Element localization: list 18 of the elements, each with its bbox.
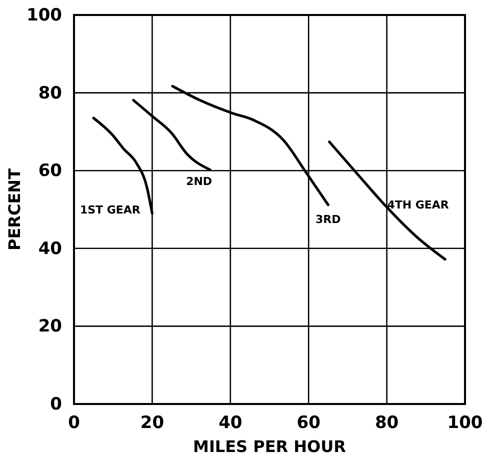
series-label: 1ST GEAR <box>80 203 141 216</box>
x-tick-label: 20 <box>140 413 164 434</box>
x-tick-label: 40 <box>218 413 242 434</box>
series-label: 2ND <box>186 174 212 188</box>
y-tick-label: 0 <box>50 394 62 414</box>
y-tick-label: 80 <box>38 83 62 104</box>
x-tick-label: 0 <box>68 413 80 434</box>
y-tick-label: 60 <box>38 161 62 182</box>
x-axis-title: MILES PER HOUR <box>193 437 346 456</box>
y-tick-label: 100 <box>26 5 62 26</box>
y-tick-label: 40 <box>38 238 62 259</box>
series-label: 4TH GEAR <box>387 198 450 212</box>
x-tick-label: 80 <box>374 413 399 434</box>
x-tick-label: 60 <box>296 413 321 434</box>
series-label: 3RD <box>316 212 341 226</box>
y-tick-label: 20 <box>38 316 62 337</box>
y-axis-title: PERCENT <box>5 168 24 250</box>
x-tick-label: 100 <box>447 413 483 434</box>
